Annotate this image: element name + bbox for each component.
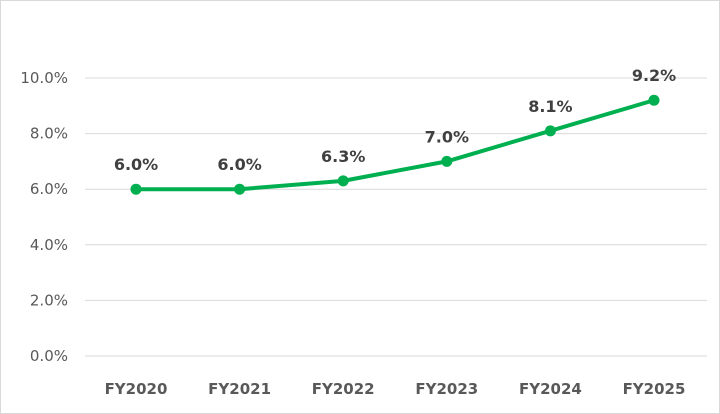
data-label: 9.2% <box>632 66 676 85</box>
x-tick-label: FY2021 <box>208 380 271 398</box>
data-label: 7.0% <box>425 127 469 146</box>
data-label: 6.0% <box>217 155 261 174</box>
y-tick-label: 4.0% <box>30 236 68 254</box>
data-point <box>648 94 660 106</box>
x-tick-label: FY2023 <box>415 380 478 398</box>
x-tick-label: FY2024 <box>519 380 582 398</box>
data-label: 8.1% <box>528 97 572 116</box>
x-tick-label: FY2022 <box>312 380 375 398</box>
data-point <box>337 175 349 187</box>
data-label: 6.3% <box>321 147 365 166</box>
y-tick-label: 0.0% <box>30 347 68 365</box>
y-tick-label: 6.0% <box>30 180 68 198</box>
y-tick-label: 10.0% <box>20 69 68 87</box>
data-point <box>130 183 142 195</box>
data-point <box>234 183 246 195</box>
data-point <box>441 155 453 167</box>
series-line <box>134 98 656 192</box>
y-tick-label: 8.0% <box>30 125 68 143</box>
x-tick-label: FY2020 <box>105 380 168 398</box>
data-label: 6.0% <box>114 155 158 174</box>
data-point <box>544 125 556 137</box>
x-tick-label: FY2025 <box>623 380 686 398</box>
y-tick-label: 2.0% <box>30 291 68 309</box>
